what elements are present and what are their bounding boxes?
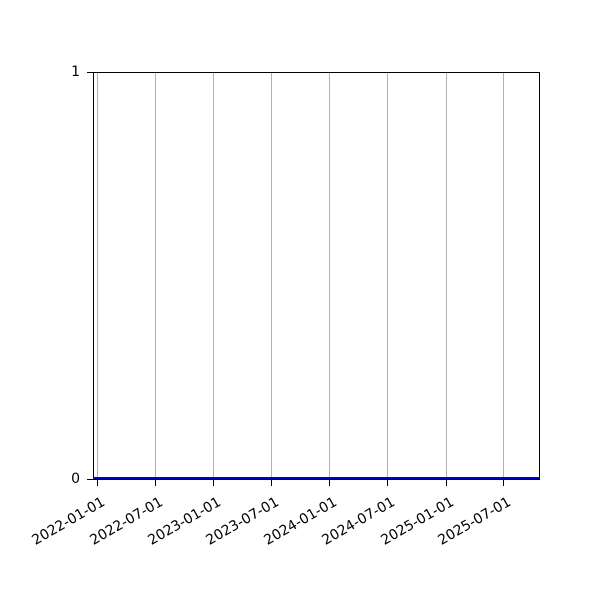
- x-tick: [271, 480, 272, 486]
- x-tick: [446, 480, 447, 486]
- gridline: [503, 72, 504, 480]
- gridline: [271, 72, 272, 480]
- y-tick-label: 1: [71, 64, 80, 80]
- y-tick: [87, 72, 93, 73]
- x-tick: [155, 480, 156, 486]
- gridline: [213, 72, 214, 480]
- gridline: [446, 72, 447, 480]
- gridline: [155, 72, 156, 480]
- y-tick: [87, 479, 93, 480]
- gridline: [387, 72, 388, 480]
- x-tick: [97, 480, 98, 486]
- plot-border: [93, 72, 540, 480]
- y-tick-label: 0: [71, 471, 80, 487]
- gridline: [97, 72, 98, 480]
- gridline: [329, 72, 330, 480]
- x-tick: [503, 480, 504, 486]
- x-tick: [329, 480, 330, 486]
- x-tick: [213, 480, 214, 486]
- x-tick: [387, 480, 388, 486]
- data-line-series-1: [93, 477, 540, 479]
